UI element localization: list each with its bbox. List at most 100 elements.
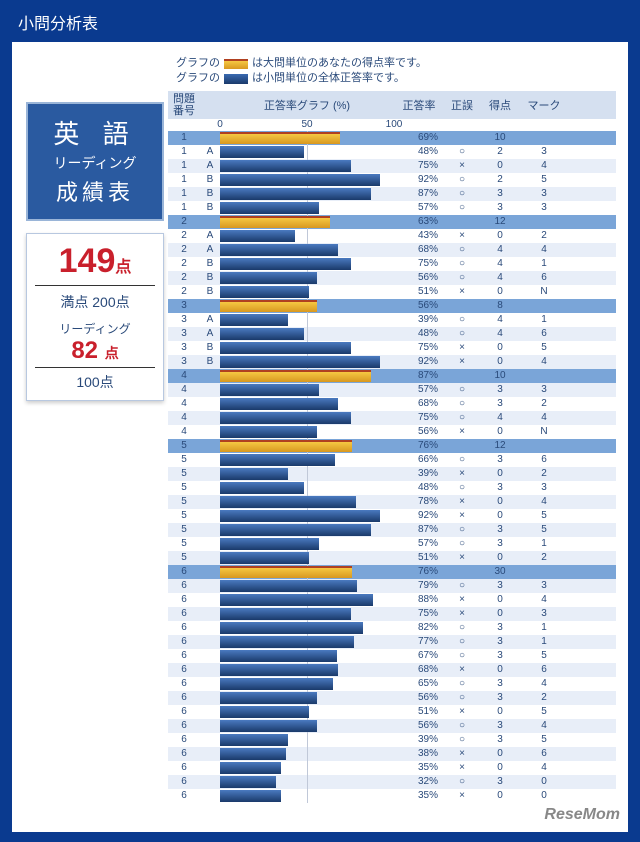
- data-row: 468%○32: [168, 397, 616, 411]
- data-row: 679%○33: [168, 579, 616, 593]
- cell-score: 0: [480, 342, 520, 353]
- cell-sub: B: [200, 258, 220, 269]
- cell-num: 6: [168, 664, 200, 675]
- data-row: 667%○35: [168, 649, 616, 663]
- bar-blue: [220, 720, 317, 732]
- cell-graph: [220, 733, 394, 747]
- cell-num: 4: [168, 398, 200, 409]
- cell-sub: B: [200, 272, 220, 283]
- cell-graph: [220, 327, 394, 341]
- cell-num: 1: [168, 146, 200, 157]
- bar-blue: [220, 230, 295, 242]
- cell-rate: 75%: [394, 160, 444, 171]
- data-row: 1B92%○25: [168, 173, 616, 187]
- cell-graph: [220, 215, 394, 229]
- score-subfull: 100点: [35, 372, 155, 392]
- cell-graph: [220, 481, 394, 495]
- cell-mark: 4: [520, 762, 568, 773]
- cell-mark: 5: [520, 734, 568, 745]
- data-row: 475%○44: [168, 411, 616, 425]
- cell-graph: [220, 439, 394, 453]
- cell-graph: [220, 159, 394, 173]
- data-row: 651%×05: [168, 705, 616, 719]
- bar-blue: [220, 482, 304, 494]
- axis-tick: 0: [217, 119, 223, 130]
- cell-num: 1: [168, 174, 200, 185]
- cell-score: 0: [480, 790, 520, 801]
- cell-rate: 87%: [394, 188, 444, 199]
- cell-num: 2: [168, 244, 200, 255]
- cell-rate: 57%: [394, 202, 444, 213]
- cell-judge: ×: [444, 468, 480, 479]
- cell-mark: 5: [520, 174, 568, 185]
- cell-judge: ○: [444, 678, 480, 689]
- cell-judge: ○: [444, 524, 480, 535]
- cell-score: 0: [480, 664, 520, 675]
- score-card: 149点 満点 200点 リーディング 82 点 100点: [26, 233, 164, 401]
- cell-graph: [220, 495, 394, 509]
- bar-blue: [220, 188, 371, 200]
- cell-mark: 2: [520, 692, 568, 703]
- cell-num: 6: [168, 748, 200, 759]
- cell-sub: A: [200, 146, 220, 157]
- cell-graph: [220, 257, 394, 271]
- bar-blue: [220, 510, 380, 522]
- cell-graph: [220, 201, 394, 215]
- cell-score: 3: [480, 524, 520, 535]
- bar-blue: [220, 552, 309, 564]
- cell-score: 3: [480, 538, 520, 549]
- cell-judge: ○: [444, 720, 480, 731]
- bar-blue: [220, 678, 333, 690]
- cell-score: 3: [480, 636, 520, 647]
- cell-graph: [220, 131, 394, 145]
- swatch-blue-icon: [224, 74, 248, 84]
- cell-sub: A: [200, 230, 220, 241]
- cell-judge: ×: [444, 356, 480, 367]
- cell-score: 3: [480, 734, 520, 745]
- cell-score: 8: [480, 300, 520, 311]
- bar-blue: [220, 622, 363, 634]
- data-row: 675%×03: [168, 607, 616, 621]
- cell-rate: 77%: [394, 636, 444, 647]
- cell-graph: [220, 719, 394, 733]
- cell-graph: [220, 565, 394, 579]
- cell-mark: 5: [520, 342, 568, 353]
- cell-graph: [220, 411, 394, 425]
- cell-graph: [220, 271, 394, 285]
- cell-num: 6: [168, 692, 200, 703]
- cell-graph: [220, 229, 394, 243]
- cell-score: 3: [480, 398, 520, 409]
- cell-score: 0: [480, 748, 520, 759]
- cell-graph: [220, 621, 394, 635]
- cell-mark: 3: [520, 188, 568, 199]
- data-row: 665%○34: [168, 677, 616, 691]
- cell-score: 4: [480, 328, 520, 339]
- bar-blue: [220, 664, 338, 676]
- cell-num: 5: [168, 440, 200, 451]
- bar-blue: [220, 454, 335, 466]
- cell-judge: ○: [444, 384, 480, 395]
- cell-rate: 48%: [394, 328, 444, 339]
- page-title: 小問分析表: [0, 0, 640, 42]
- cell-mark: 6: [520, 328, 568, 339]
- cell-mark: 4: [520, 720, 568, 731]
- cell-judge: ×: [444, 608, 480, 619]
- cell-num: 3: [168, 300, 200, 311]
- cell-graph: [220, 593, 394, 607]
- column-headers: 問題 番号 正答率グラフ (%) 正答率 正誤 得点 マーク: [168, 91, 616, 119]
- cell-score: 0: [480, 426, 520, 437]
- cell-num: 6: [168, 678, 200, 689]
- bar-gold: [220, 300, 317, 312]
- cell-rate: 69%: [394, 132, 444, 143]
- cell-sub: A: [200, 160, 220, 171]
- cell-judge: ○: [444, 454, 480, 465]
- data-row: 632%○30: [168, 775, 616, 789]
- cell-rate: 56%: [394, 426, 444, 437]
- data-row: 566%○36: [168, 453, 616, 467]
- cell-rate: 57%: [394, 538, 444, 549]
- cell-graph: [220, 663, 394, 677]
- cell-judge: ○: [444, 776, 480, 787]
- cell-judge: ○: [444, 412, 480, 423]
- cell-rate: 65%: [394, 678, 444, 689]
- cell-rate: 32%: [394, 776, 444, 787]
